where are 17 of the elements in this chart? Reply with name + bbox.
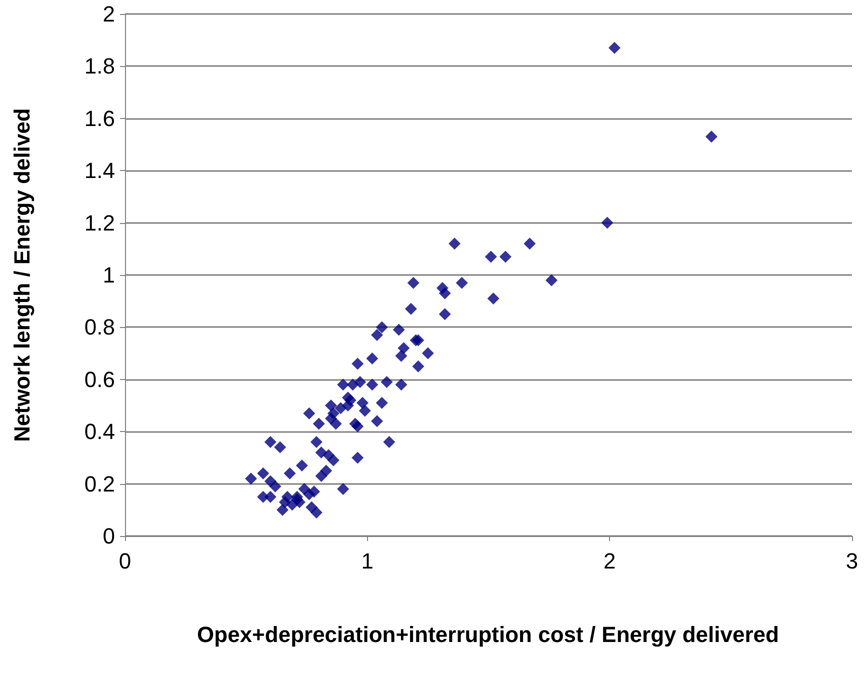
x-tick-label: 2 [604, 548, 616, 574]
x-tick-label: 3 [846, 548, 858, 574]
y-tick-label: 0 [102, 524, 115, 548]
y-axis-title: Network length / Energy delived [10, 108, 34, 442]
y-tick-label: 1.2 [84, 210, 115, 236]
y-tick-label: 1.8 [84, 54, 115, 79]
y-tick-label: 0.8 [84, 314, 115, 340]
y-tick-label: 0.6 [84, 366, 115, 392]
y-tick-label: 1.6 [84, 106, 115, 131]
y-tick-label: 1 [102, 262, 115, 288]
x-tick-label: 0 [118, 548, 132, 574]
y-tick-label: 0.2 [84, 471, 115, 496]
x-axis-title: Opex+depreciation+interruption cost / Energy delivered [196, 621, 780, 649]
y-tick-label: 1.4 [84, 158, 115, 184]
y-tick-label: 0.4 [84, 419, 115, 444]
x-tick-label: 1 [361, 548, 374, 574]
y-tick-label: 2 [102, 2, 115, 26]
